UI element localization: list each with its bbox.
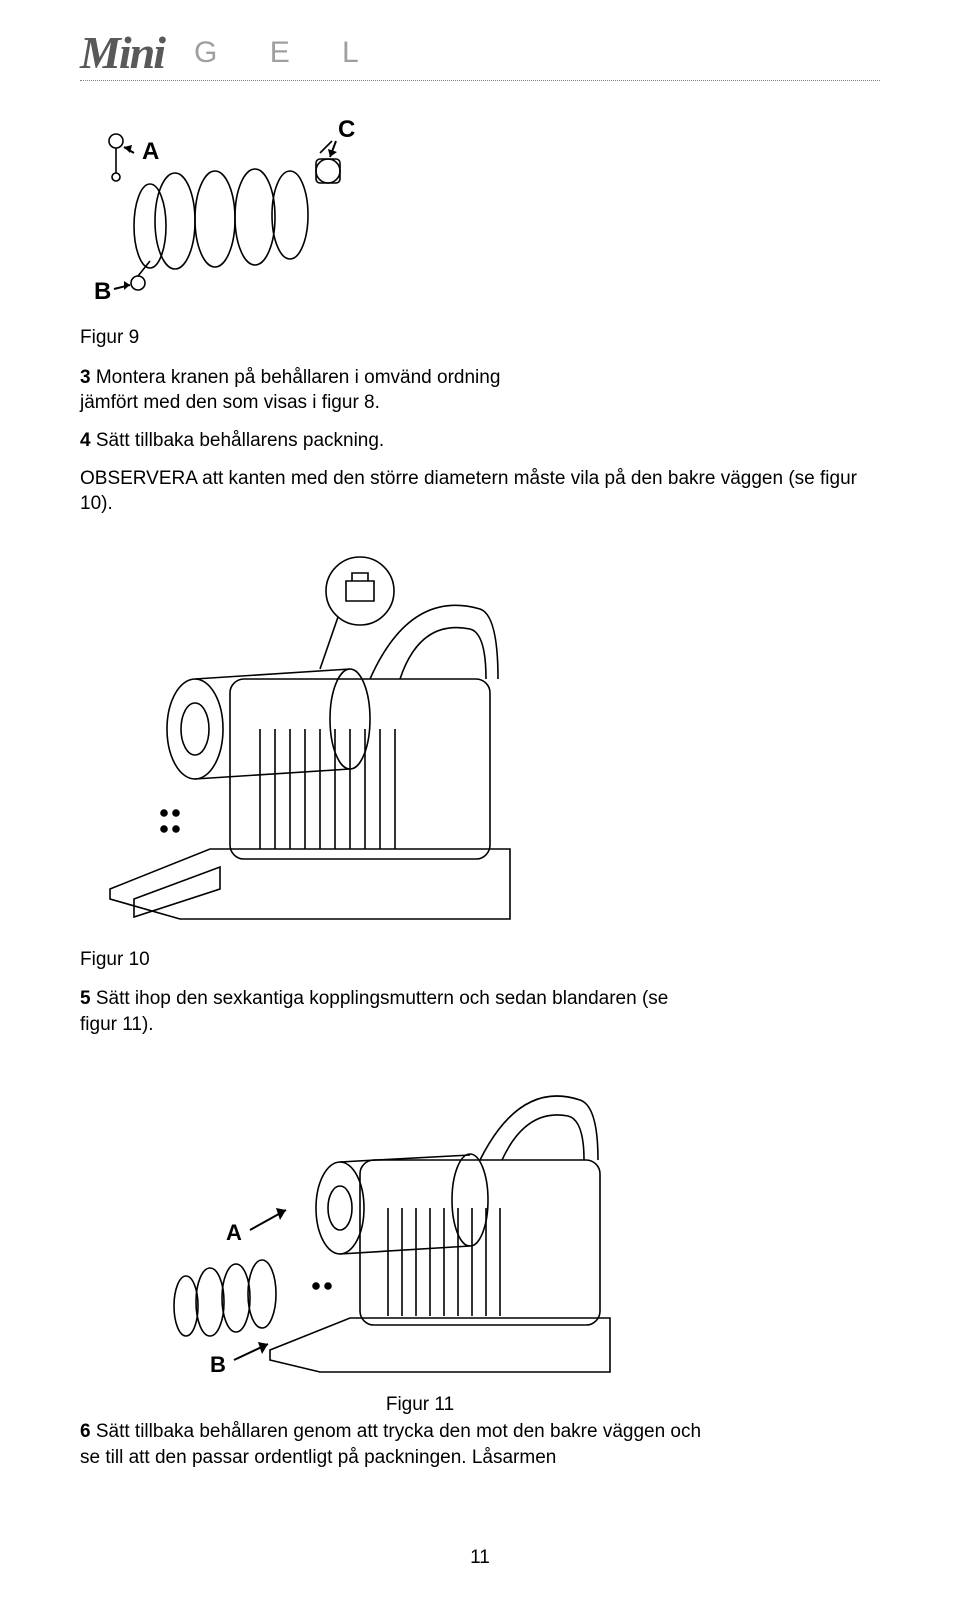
figure-10 [80,529,880,939]
figure-11-label-b: B [210,1352,226,1377]
header: Mini G E L [80,30,880,76]
figure-9-label-c: C [338,116,355,143]
step-4-text: 4 Sätt tillbaka behållarens packning. [80,428,880,454]
figure-11-lineart: A B [140,1050,620,1390]
step-4-body: Sätt tillbaka behållarens packning. [96,430,384,451]
figure-9: A B C [80,111,880,321]
figure-10-lineart [100,529,530,939]
step-5-number: 5 [80,988,91,1009]
page-content: Mini G E L [0,0,960,1513]
step-5-text: 5 Sätt ihop den sexkantiga kopplingsmutt… [80,986,880,1037]
step-3-line2: jämfört med den som visas i figur 8. [80,392,380,413]
step-6-text: 6 Sätt tillbaka behållaren genom att try… [80,1419,880,1470]
figure-9-label-b: B [94,278,111,305]
step-5-line1: Sätt ihop den sexkantiga kopplingsmutter… [96,988,669,1009]
step-6-line2: se till att den passar ordentligt på pac… [80,1447,556,1468]
observera-text: OBSERVERA att kanten med den större diam… [80,466,880,517]
logo-script: Mini [80,30,164,76]
logo-gel: G E L [194,36,381,70]
step-3-number: 3 [80,367,91,388]
step-6-number: 6 [80,1421,91,1442]
step-3-text: 3 Montera kranen på behållaren i omvänd … [80,365,880,416]
step-4-number: 4 [80,430,91,451]
step-6-line1: Sätt tillbaka behållaren genom att tryck… [96,1421,701,1442]
figure-11-label-a: A [226,1220,242,1245]
header-divider [80,80,880,81]
figure-9-lineart: A B C [80,111,360,321]
figure-9-caption: Figur 9 [80,325,880,351]
page-number: 11 [0,1547,960,1569]
step-3-line1: Montera kranen på behållaren i omvänd or… [96,367,501,388]
figure-9-label-a: A [142,138,159,165]
figure-10-caption: Figur 10 [80,947,880,973]
figure-11: A B [80,1050,880,1390]
figure-11-caption: Figur 11 [320,1392,520,1418]
step-5-line2: figur 11). [80,1014,154,1035]
